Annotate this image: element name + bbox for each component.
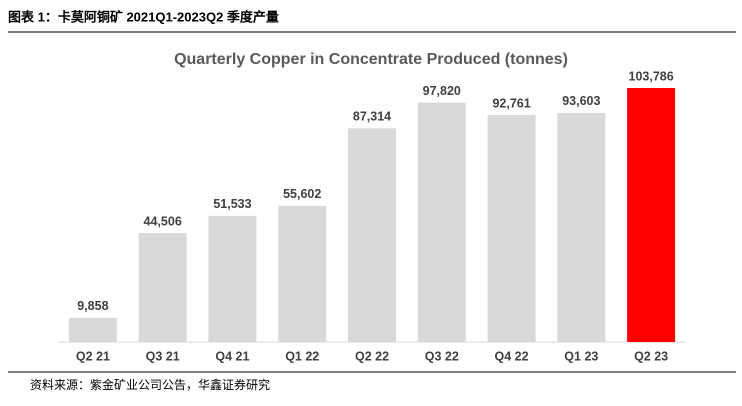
x-tick-label: Q2 21 bbox=[76, 349, 110, 363]
x-tick-label: Q3 22 bbox=[425, 349, 459, 363]
chart-title: Quarterly Copper in Concentrate Produced… bbox=[174, 51, 568, 68]
bar bbox=[348, 128, 396, 342]
value-label: 97,820 bbox=[423, 84, 461, 98]
value-label: 9,858 bbox=[77, 299, 108, 313]
x-tick-label: Q4 21 bbox=[215, 349, 249, 363]
x-tick-label: Q2 22 bbox=[355, 349, 389, 363]
bar bbox=[208, 215, 257, 342]
x-tick-label: Q4 22 bbox=[495, 349, 529, 363]
x-tick-label: Q3 21 bbox=[146, 349, 180, 363]
x-tick-label: Q1 23 bbox=[564, 349, 598, 363]
value-label: 51,533 bbox=[213, 197, 251, 211]
bar bbox=[278, 205, 327, 342]
bar bbox=[557, 112, 606, 343]
x-tick-label: Q2 23 bbox=[634, 349, 668, 363]
value-label: 103,786 bbox=[629, 69, 674, 83]
bar bbox=[627, 88, 676, 342]
value-label: 55,602 bbox=[283, 187, 321, 201]
value-label: 92,761 bbox=[492, 96, 530, 110]
value-label: 87,314 bbox=[353, 110, 391, 124]
value-label: 44,506 bbox=[144, 214, 182, 228]
bar bbox=[138, 233, 187, 342]
bar bbox=[417, 102, 466, 342]
value-label: 93,603 bbox=[562, 94, 600, 108]
source: 资料来源：紫金矿业公司公告，华鑫证券研究 bbox=[30, 377, 270, 392]
bar bbox=[68, 317, 117, 342]
header-title: 图表 1：卡莫阿铜矿 2021Q1-2023Q2 季度产量 bbox=[8, 9, 279, 24]
x-tick-label: Q1 22 bbox=[285, 349, 319, 363]
bar bbox=[487, 114, 536, 342]
